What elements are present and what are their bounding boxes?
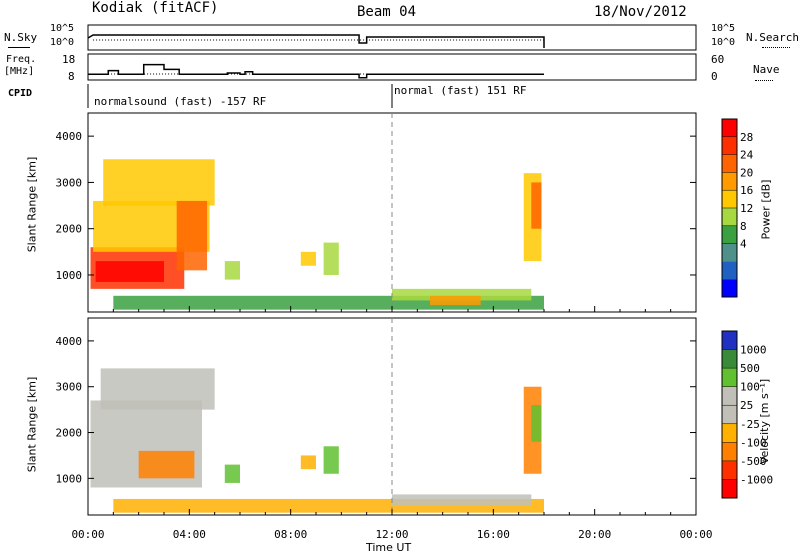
velocity-colorbar-swatch-5 [722, 423, 737, 443]
power-colorbar-swatch-6 [722, 225, 737, 244]
velocity-region-1 [100, 368, 215, 410]
noise-tick-left-bottom: 10^0 [50, 37, 75, 48]
freq-tick-bottom: 8 [68, 70, 75, 83]
velocity-colorbar-swatch-2 [722, 368, 737, 387]
nsky-label: N.Sky [4, 31, 38, 44]
velocity-colorbar-label-0: 1000 [740, 344, 767, 357]
velocity-colorbar-label-5: -100 [740, 436, 767, 449]
power-colorbar-label-6: 4 [740, 238, 747, 251]
velocity-colorbar-label-4: -25 [740, 418, 760, 431]
velocity-colorbar-swatch-6 [722, 442, 737, 461]
power-region-10 [430, 295, 481, 306]
velocity-colorbar-label-2: 100 [740, 381, 760, 394]
velocity-ytick-label-0: 1000 [56, 472, 83, 485]
nave-legend-line [755, 80, 773, 81]
power-colorbar-swatch-4 [722, 190, 737, 208]
power-region-1 [95, 261, 164, 282]
nsky-legend-line [8, 47, 30, 48]
x-tick-label-0: 00:00 [71, 528, 104, 541]
cpid-segment-1: normalsound (fast) -157 RF [94, 95, 267, 108]
noise-tick-left-top: 10^5 [50, 23, 75, 34]
velocity-region-3 [224, 464, 240, 483]
power-region-9 [392, 288, 532, 301]
velocity-colorbar-swatch-4 [722, 405, 737, 424]
velocity-region-7 [392, 494, 532, 506]
freq-panel-frame [87, 53, 697, 81]
power-colorbar-label-5: 8 [740, 220, 747, 233]
nave-tick-bottom: 0 [711, 70, 718, 83]
x-tick-label-5: 20:00 [578, 528, 611, 541]
power-colorbar-swatch-7 [722, 243, 737, 262]
velocity-colorbar-label-1: 500 [740, 362, 760, 375]
velocity-region-9 [531, 405, 542, 442]
nave-tick-top: 60 [711, 53, 725, 66]
nsearch-legend-line [762, 47, 790, 48]
velocity-colorbar-label-7: -1000 [740, 473, 773, 486]
noise-tick-right-bottom: 10^0 [711, 37, 736, 48]
x-tick-label-6: 00:00 [679, 528, 712, 541]
freq-trace [88, 63, 544, 79]
power-ytick-label-3: 4000 [56, 130, 83, 143]
velocity-ytick-label-2: 3000 [56, 381, 83, 394]
power-region-5 [224, 261, 240, 280]
freq-tick-top: 18 [62, 53, 76, 66]
cpid-label: CPID [8, 88, 33, 99]
velocity-colorbar-swatch-0 [722, 331, 737, 350]
cpid-segment-2: normal (fast) 151 RF [394, 84, 527, 97]
power-colorbar-label-0: 28 [740, 131, 753, 144]
beam-label: Beam 04 [357, 4, 417, 20]
velocity-colorbar-frame [721, 330, 738, 499]
power-region-4 [176, 200, 208, 271]
noise-tick-right-top: 10^5 [711, 23, 736, 34]
velocity-colorbar-swatch-7 [722, 460, 737, 480]
power-colorbar-label-4: 12 [740, 202, 753, 215]
nave-label: Nave [753, 63, 780, 76]
velocity-region-2 [138, 450, 195, 479]
power-ytick-label-2: 3000 [56, 176, 83, 189]
power-colorbar-swatch-9 [722, 279, 737, 297]
power-colorbar-label-3: 16 [740, 184, 753, 197]
velocity-colorbar-swatch-1 [722, 349, 737, 369]
power-colorbar-swatch-5 [722, 208, 737, 226]
velocity-region-5 [323, 446, 339, 474]
power-colorbar-swatch-0 [722, 119, 737, 137]
power-colorbar-swatch-3 [722, 172, 737, 191]
velocity-colorbar-label-6: -500 [740, 455, 767, 468]
power-colorbar-swatch-8 [722, 261, 737, 280]
power-colorbar-swatch-1 [722, 136, 737, 155]
power-colorbar-label-2: 20 [740, 166, 753, 179]
freq-unit-label: [MHz] [4, 66, 35, 77]
power-region-3 [103, 159, 215, 206]
velocity-ytick-label-1: 2000 [56, 427, 83, 440]
power-ytick-label-0: 1000 [56, 269, 83, 282]
date-label: 18/Nov/2012 [594, 4, 687, 20]
x-tick-label-3: 12:00 [375, 528, 408, 541]
x-tick-label-4: 16:00 [477, 528, 510, 541]
velocity-colorbar-swatch-8 [722, 479, 737, 498]
velocity-ytick-label-3: 4000 [56, 335, 83, 348]
x-tick-label-1: 04:00 [173, 528, 206, 541]
freq-label: Freq. [6, 54, 37, 65]
power-region-7 [323, 242, 339, 275]
station-title: Kodiak (fitACF) [92, 0, 219, 16]
velocity-colorbar-label-3: 25 [740, 399, 753, 412]
x-axis-label: Time UT [366, 541, 412, 554]
power-colorbar-swatch-2 [722, 154, 737, 173]
velocity-colorbar-swatch-3 [722, 386, 737, 406]
nsearch-label: N.Search [746, 31, 799, 44]
power-region-6 [300, 251, 316, 266]
x-tick-label-2: 08:00 [274, 528, 307, 541]
power-region-12 [531, 182, 542, 229]
power-ytick-label-1: 2000 [56, 223, 83, 236]
velocity-region-4 [300, 455, 316, 470]
nsky-trace [87, 34, 545, 48]
power-colorbar-label-1: 24 [740, 149, 754, 162]
